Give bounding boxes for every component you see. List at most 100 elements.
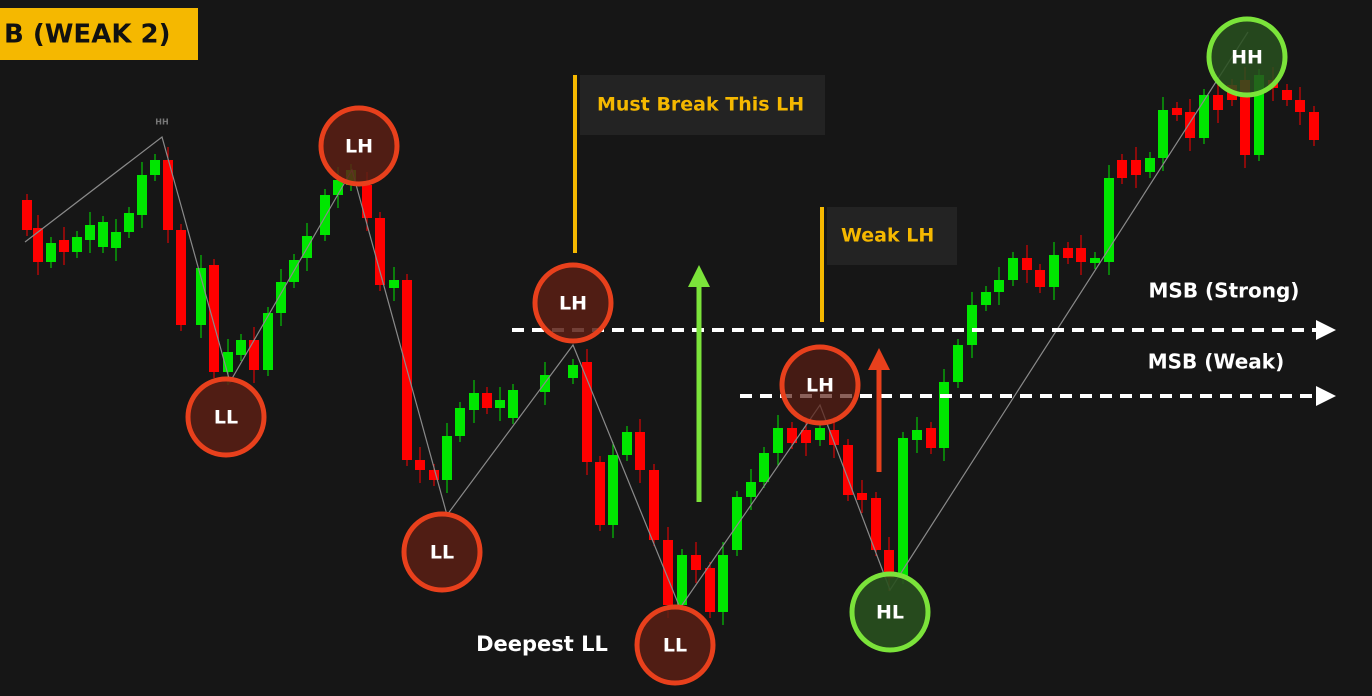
candle-body — [276, 282, 286, 313]
candle-body — [1213, 95, 1223, 110]
candle-body — [1008, 258, 1018, 280]
candle-body — [884, 550, 894, 578]
candle-body — [718, 555, 728, 612]
candle-body — [843, 445, 853, 495]
candle-body — [691, 555, 701, 570]
arrowhead — [868, 348, 890, 370]
candle-body — [1295, 100, 1305, 112]
candle-body — [223, 352, 233, 372]
candle-body — [442, 436, 452, 480]
marker-label: HH — [1231, 47, 1263, 69]
candle-body — [236, 340, 246, 355]
marker-label: LL — [430, 542, 454, 564]
candle-body — [1117, 160, 1127, 178]
candle-body — [1158, 110, 1168, 158]
arrowhead — [688, 265, 710, 287]
candle-body — [635, 432, 645, 470]
candle-body — [898, 438, 908, 578]
candle-body — [375, 218, 385, 285]
candle-body — [705, 568, 715, 612]
candle-body — [746, 482, 756, 497]
candle-body — [1309, 112, 1319, 140]
candle-body — [469, 393, 479, 410]
candle-body — [1240, 80, 1250, 155]
candle-body — [801, 430, 811, 443]
label-box — [827, 207, 957, 265]
candle-body — [1090, 258, 1100, 263]
candle-body — [926, 428, 936, 448]
candle-body — [663, 540, 673, 605]
candle-body — [320, 195, 330, 235]
candle-body — [1199, 95, 1209, 138]
candle-body — [495, 400, 505, 408]
candle-body — [263, 313, 273, 370]
marker-label: LL — [663, 635, 687, 657]
candle-body — [732, 497, 742, 550]
candle-body — [333, 180, 343, 195]
candle-body — [773, 428, 783, 453]
candle-body — [46, 243, 56, 262]
candle-body — [98, 222, 108, 247]
marker-label: LH — [559, 293, 587, 315]
annotation: Weak LH — [841, 225, 934, 247]
candle-body — [163, 160, 173, 230]
zigzag-line — [24, 31, 1249, 610]
marker-circle — [779, 344, 861, 426]
arrowhead — [1316, 386, 1336, 406]
candle-body — [455, 408, 465, 436]
candle-body — [759, 453, 769, 482]
candle-body — [1254, 75, 1264, 155]
label-box — [580, 75, 825, 135]
candle-body — [111, 232, 121, 248]
title: B (WEAK 2) — [4, 20, 171, 50]
annotation: Must Break This LH — [597, 94, 804, 116]
candle-body — [415, 460, 425, 470]
candle-body — [1131, 160, 1141, 175]
candle-body — [508, 390, 518, 418]
marker-circle — [1206, 16, 1288, 98]
candle-body — [72, 237, 82, 252]
marker-circle — [185, 376, 267, 458]
candle-body — [1049, 255, 1059, 287]
small-hh: HH — [155, 118, 168, 127]
candle-body — [85, 225, 95, 240]
candle-body — [1282, 90, 1292, 100]
candle-body — [582, 362, 592, 462]
candle-body — [124, 213, 134, 232]
candle-body — [994, 280, 1004, 292]
candle-body — [362, 185, 372, 218]
arrowhead — [1316, 320, 1336, 340]
candle-body — [1022, 258, 1032, 270]
marker-circle — [318, 105, 400, 187]
candle-body — [389, 280, 399, 288]
candle-body — [622, 432, 632, 455]
candle-body — [150, 160, 160, 175]
candle-body — [1185, 112, 1195, 138]
candle-body — [815, 428, 825, 440]
candle-body — [1035, 270, 1045, 287]
candle-body — [196, 268, 206, 325]
marker-circle — [532, 262, 614, 344]
candle-body — [1063, 248, 1073, 258]
candle-body — [595, 462, 605, 525]
candle-body — [137, 175, 147, 215]
candle-body — [482, 393, 492, 408]
candle-body — [967, 305, 977, 345]
candle-body — [953, 345, 963, 382]
marker-label: LH — [345, 136, 373, 158]
candle-body — [939, 382, 949, 448]
marker-circle — [849, 571, 931, 653]
candle-body — [608, 455, 618, 525]
marker-circle — [401, 511, 483, 593]
annotation: MSB (Weak) — [1148, 350, 1285, 374]
candle-body — [677, 555, 687, 605]
title-box — [0, 8, 198, 60]
candle-body — [249, 340, 259, 370]
candle-body — [829, 430, 839, 445]
annotation: MSB (Strong) — [1149, 279, 1300, 303]
candle-body — [1145, 158, 1155, 172]
candle-body — [649, 470, 659, 540]
markers: LL LH LL LH LL LH HL HH — [185, 16, 1288, 686]
marker-label: HL — [876, 602, 904, 624]
